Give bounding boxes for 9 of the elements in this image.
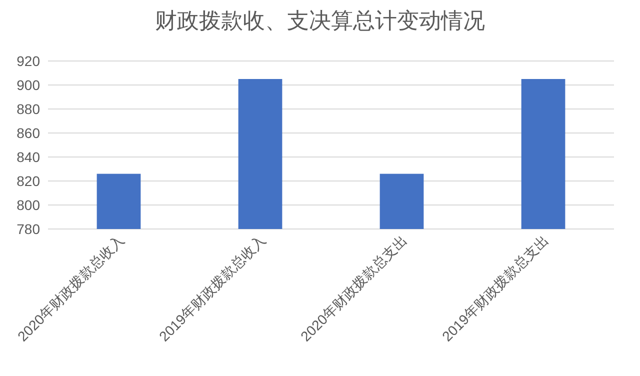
y-tick-label: 780 [16, 221, 40, 237]
y-tick-label: 920 [16, 53, 40, 69]
chart-title: 财政拨款收、支决算总计变动情况 [155, 8, 485, 33]
y-tick-label: 880 [16, 101, 40, 117]
y-tick-label: 840 [16, 149, 40, 165]
y-tick-label: 800 [16, 197, 40, 213]
y-tick-label: 900 [16, 77, 40, 93]
y-tick-label: 820 [16, 173, 40, 189]
y-tick-label: 860 [16, 125, 40, 141]
